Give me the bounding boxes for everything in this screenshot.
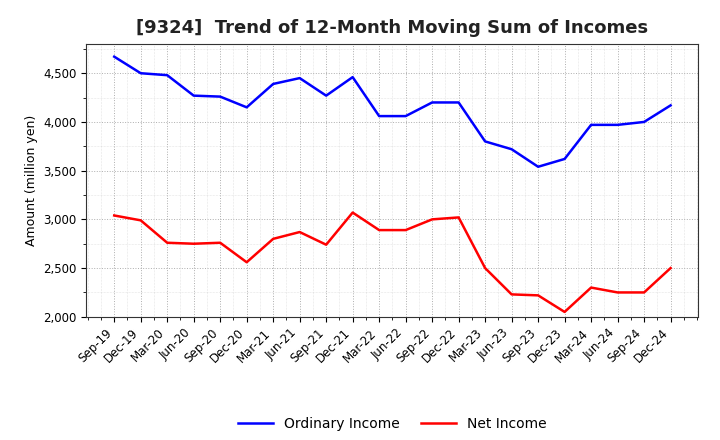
Ordinary Income bbox=[481, 139, 490, 144]
Net Income bbox=[375, 227, 384, 233]
Ordinary Income bbox=[428, 100, 436, 105]
Ordinary Income bbox=[508, 147, 516, 152]
Legend: Ordinary Income, Net Income: Ordinary Income, Net Income bbox=[233, 411, 552, 436]
Ordinary Income bbox=[163, 73, 171, 78]
Net Income bbox=[401, 227, 410, 233]
Line: Ordinary Income: Ordinary Income bbox=[114, 57, 670, 167]
Net Income bbox=[322, 242, 330, 247]
Ordinary Income bbox=[587, 122, 595, 128]
Net Income bbox=[508, 292, 516, 297]
Ordinary Income bbox=[189, 93, 198, 98]
Net Income bbox=[163, 240, 171, 246]
Ordinary Income bbox=[136, 70, 145, 76]
Net Income bbox=[534, 293, 542, 298]
Net Income bbox=[189, 241, 198, 246]
Ordinary Income bbox=[560, 156, 569, 161]
Net Income bbox=[640, 290, 649, 295]
Ordinary Income bbox=[640, 119, 649, 125]
Ordinary Income bbox=[110, 54, 119, 59]
Ordinary Income bbox=[401, 114, 410, 119]
Net Income bbox=[348, 210, 357, 215]
Ordinary Income bbox=[454, 100, 463, 105]
Line: Net Income: Net Income bbox=[114, 213, 670, 312]
Ordinary Income bbox=[322, 93, 330, 98]
Ordinary Income bbox=[269, 81, 277, 87]
Net Income bbox=[481, 265, 490, 271]
Net Income bbox=[216, 240, 225, 246]
Ordinary Income bbox=[613, 122, 622, 128]
Net Income bbox=[560, 309, 569, 315]
Y-axis label: Amount (million yen): Amount (million yen) bbox=[24, 115, 37, 246]
Net Income bbox=[110, 213, 119, 218]
Net Income bbox=[295, 229, 304, 235]
Ordinary Income bbox=[295, 76, 304, 81]
Net Income bbox=[666, 265, 675, 271]
Ordinary Income bbox=[243, 105, 251, 110]
Net Income bbox=[136, 218, 145, 223]
Ordinary Income bbox=[666, 103, 675, 108]
Net Income bbox=[587, 285, 595, 290]
Net Income bbox=[428, 217, 436, 222]
Net Income bbox=[613, 290, 622, 295]
Net Income bbox=[269, 236, 277, 242]
Ordinary Income bbox=[375, 114, 384, 119]
Title: [9324]  Trend of 12-Month Moving Sum of Incomes: [9324] Trend of 12-Month Moving Sum of I… bbox=[136, 19, 649, 37]
Ordinary Income bbox=[534, 164, 542, 169]
Net Income bbox=[243, 260, 251, 265]
Ordinary Income bbox=[348, 74, 357, 80]
Net Income bbox=[454, 215, 463, 220]
Ordinary Income bbox=[216, 94, 225, 99]
